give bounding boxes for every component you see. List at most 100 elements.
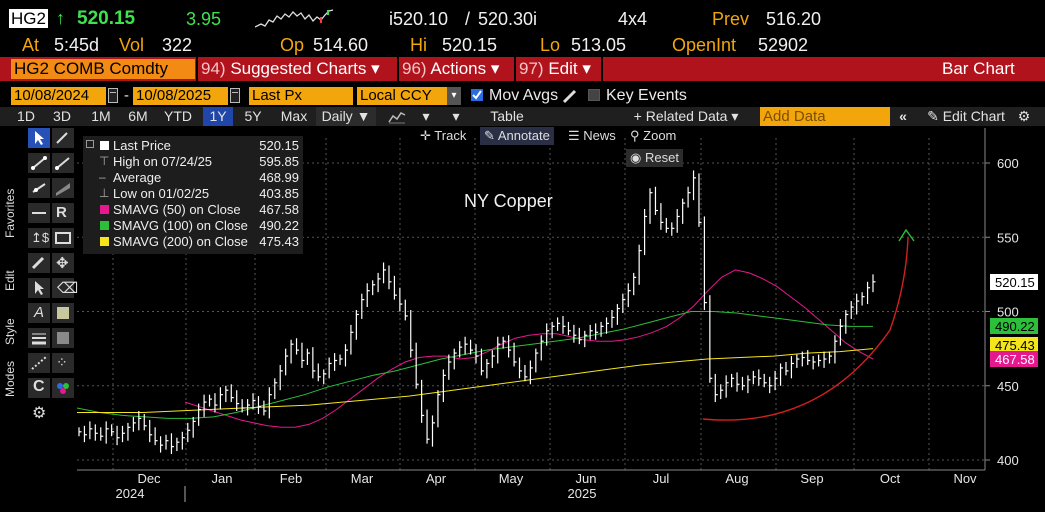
currency-select[interactable]: Local CCY bbox=[357, 87, 447, 105]
range-max[interactable]: Max bbox=[280, 108, 308, 124]
measure-tool-icon[interactable]: ↥$ bbox=[28, 228, 50, 248]
window-title: Bar Chart bbox=[942, 59, 1015, 78]
high-marker-icon: ⊤ bbox=[99, 154, 110, 168]
legend-row-average[interactable]: ‒ Average 468.99 bbox=[83, 170, 303, 186]
key-events-label[interactable]: Key Events bbox=[606, 87, 687, 104]
tab-favorites[interactable]: Favorites bbox=[0, 150, 22, 245]
range-1d[interactable]: 1D bbox=[17, 108, 35, 124]
chart-type-dropdown-icon[interactable]: ▾ bbox=[422, 108, 430, 124]
range-ytd[interactable]: YTD bbox=[164, 108, 192, 124]
related-data-button[interactable]: + Related Data ▾ bbox=[633, 108, 739, 124]
fill-style-icon[interactable] bbox=[52, 328, 74, 348]
add-data-input[interactable]: Add Data bbox=[760, 107, 890, 126]
track-button[interactable]: ✛ Track bbox=[416, 127, 470, 145]
x-tick-label: May bbox=[499, 471, 524, 486]
color-palette-icon[interactable] bbox=[52, 378, 74, 398]
snap-mode-icon[interactable]: ⁘ bbox=[52, 353, 74, 373]
key-events-checkbox[interactable] bbox=[588, 89, 600, 101]
select-glyph bbox=[35, 281, 44, 295]
legend-row-sma100[interactable]: SMAVG (100) on Close 490.22 bbox=[83, 218, 303, 234]
move-tool-icon[interactable]: ✥ bbox=[52, 253, 74, 273]
range-3d[interactable]: 3D bbox=[53, 108, 71, 124]
line-width-icon[interactable] bbox=[28, 328, 50, 348]
edit-menu[interactable]: 97) Edit ▾ bbox=[519, 57, 591, 81]
horizontal-line-tool-icon[interactable] bbox=[28, 203, 50, 223]
delete-tool-icon[interactable]: ⌫ bbox=[52, 278, 78, 298]
y-tick-label: 450 bbox=[997, 379, 1019, 394]
news-button[interactable]: ☰ News bbox=[564, 127, 620, 145]
price-badge-label: 490.22 bbox=[995, 319, 1035, 334]
mov-avgs-checkbox[interactable] bbox=[471, 89, 483, 101]
tab-edit[interactable]: Edit bbox=[0, 255, 22, 295]
channel-tool-icon[interactable] bbox=[28, 178, 50, 198]
reset-label: Reset bbox=[644, 150, 679, 165]
delete-glyph: ⌫ bbox=[57, 280, 79, 297]
swatch-icon bbox=[100, 141, 109, 150]
curve-glyph: C bbox=[33, 378, 45, 395]
color-style-icon[interactable] bbox=[52, 303, 74, 323]
suggested-charts-menu[interactable]: 94) Suggested Charts ▾ bbox=[201, 57, 380, 81]
rectangle-tool-icon[interactable] bbox=[52, 228, 74, 248]
pencil-icon[interactable] bbox=[562, 88, 578, 104]
dashed-mode-icon[interactable] bbox=[28, 353, 50, 373]
average-marker-icon: ‒ bbox=[99, 170, 106, 184]
range-1y[interactable]: 1Y bbox=[203, 107, 233, 126]
legend-row-sma50[interactable]: SMAVG (50) on Close 467.58 bbox=[83, 202, 303, 218]
calendar-icon[interactable] bbox=[230, 88, 240, 103]
ray-glyph bbox=[55, 157, 70, 170]
pen-tool-icon[interactable] bbox=[52, 128, 74, 148]
legend-name: SMAVG (50) on Close bbox=[113, 202, 241, 217]
tab-modes[interactable]: Modes bbox=[0, 355, 22, 400]
more-dropdown-icon[interactable]: ▾ bbox=[452, 108, 460, 124]
reset-button[interactable]: ◉ Reset bbox=[626, 149, 683, 167]
end-date-field[interactable]: 10/08/2025 bbox=[133, 87, 228, 105]
ray-tool-icon[interactable] bbox=[52, 153, 74, 173]
y-axis: 400 450 500 550 600 bbox=[984, 128, 1019, 470]
annotate-button[interactable]: ✎ Annotate bbox=[480, 127, 554, 145]
table-button[interactable]: Table bbox=[490, 108, 524, 124]
brush-tool-icon[interactable] bbox=[28, 253, 50, 273]
select-plus-tool-icon[interactable] bbox=[28, 278, 50, 298]
zoom-button[interactable]: ⚲ Zoom bbox=[626, 127, 680, 145]
gear-icon[interactable]: ⚙ bbox=[1017, 108, 1031, 124]
price-badge bbox=[990, 274, 1038, 290]
fib-tool-icon[interactable] bbox=[52, 178, 74, 198]
line-chart-icon[interactable] bbox=[384, 107, 410, 126]
security-field[interactable]: HG2 COMB Comdty bbox=[11, 59, 195, 79]
ticker-symbol[interactable]: HG2 bbox=[9, 9, 48, 28]
range-6m[interactable]: 6M bbox=[128, 108, 148, 124]
actions-menu[interactable]: 96) Actions ▾ bbox=[402, 57, 499, 81]
settings-gear-icon[interactable]: ⚙ bbox=[28, 403, 50, 423]
curve-mode-icon[interactable]: C bbox=[28, 378, 50, 398]
swatch-icon bbox=[100, 237, 109, 246]
arrow-cursor-glyph bbox=[35, 131, 44, 145]
start-date-field[interactable]: 10/08/2024 bbox=[11, 87, 106, 105]
price-field-select[interactable]: Last Px bbox=[249, 87, 353, 105]
legend-row-last-price[interactable]: Last Price 520.15 bbox=[83, 138, 303, 154]
legend-row-low[interactable]: ⊥ Low on 01/02/25 403.85 bbox=[83, 186, 303, 202]
tab-style[interactable]: Style bbox=[0, 305, 22, 350]
range-5y[interactable]: 5Y bbox=[244, 108, 262, 124]
legend-row-high[interactable]: ⊤ High on 07/24/25 595.85 bbox=[83, 154, 303, 170]
legend-collapse-icon[interactable] bbox=[86, 140, 94, 148]
volume-label: Vol bbox=[119, 35, 145, 55]
edit-chart-button[interactable]: ✎ Edit Chart bbox=[918, 107, 1014, 126]
color-swatch-glyph bbox=[57, 307, 69, 319]
x-tick-label: Jul bbox=[653, 471, 670, 486]
quote-header: HG2 ↑ 520.15 3.95 i520.10 / 520.30i 4x4 … bbox=[0, 0, 1045, 58]
menu-separator bbox=[514, 57, 516, 81]
calendar-icon[interactable] bbox=[108, 88, 118, 103]
period-select[interactable]: Daily ▼ bbox=[316, 107, 376, 126]
move-glyph: ✥ bbox=[56, 255, 69, 272]
legend-row-sma200[interactable]: SMAVG (200) on Close 475.43 bbox=[83, 234, 303, 250]
text-tool-icon[interactable]: R bbox=[52, 203, 74, 223]
range-1m[interactable]: 1M bbox=[91, 108, 111, 124]
trendline-tool-icon[interactable] bbox=[28, 153, 50, 173]
moving-average-line bbox=[76, 311, 873, 419]
cursor-tool-icon[interactable] bbox=[28, 128, 50, 148]
font-style-icon[interactable]: A bbox=[28, 303, 50, 323]
mov-avgs-label[interactable]: Mov Avgs bbox=[489, 87, 559, 104]
currency-dropdown-icon[interactable]: ▾ bbox=[447, 87, 461, 105]
collapse-panel-icon[interactable]: « bbox=[899, 108, 907, 124]
